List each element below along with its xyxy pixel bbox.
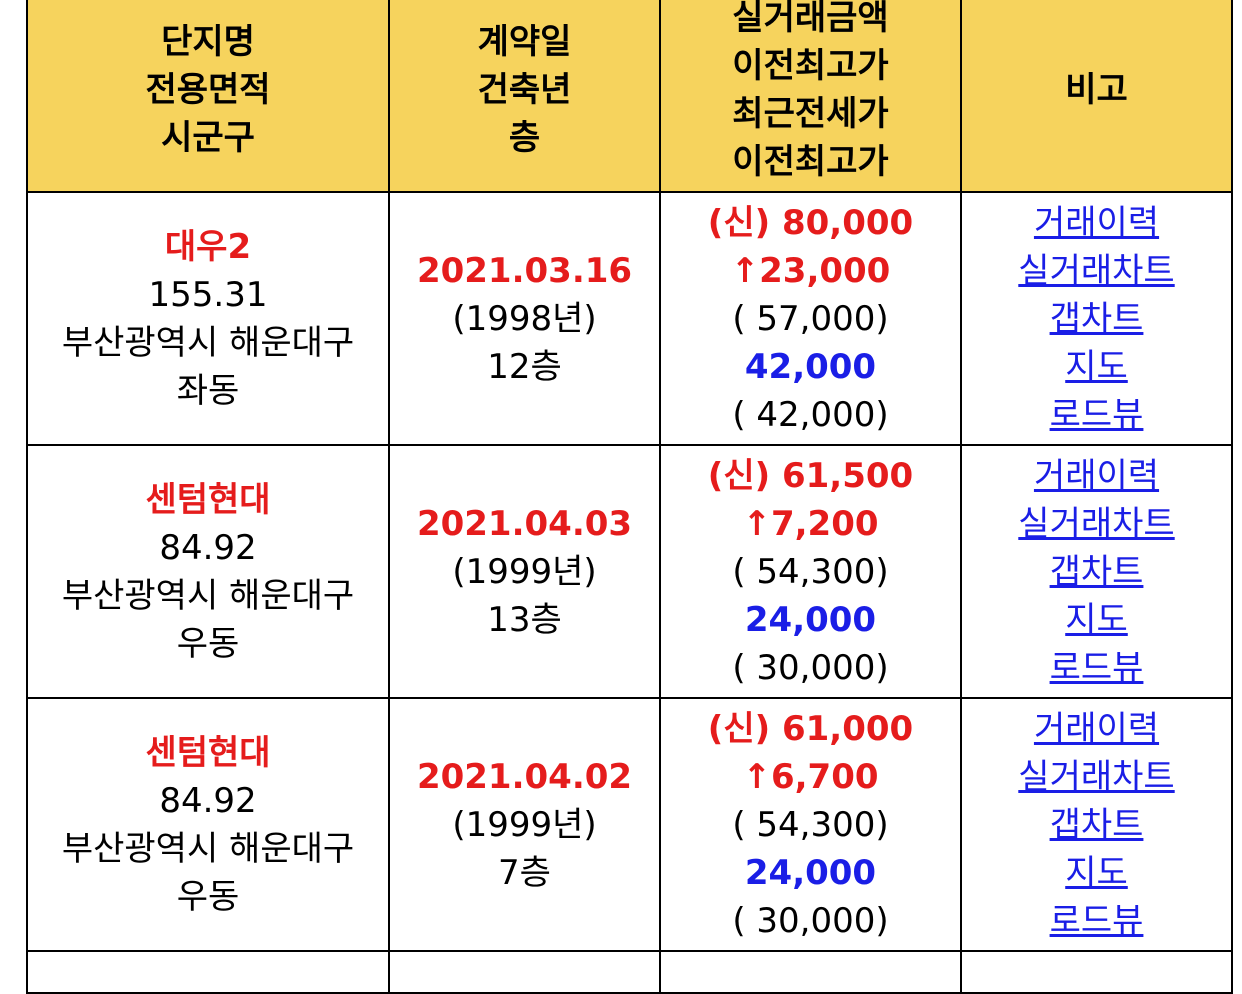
links-cell: 거래이력 실거래차트 갭차트 지도 로드뷰 — [960, 444, 1233, 699]
built-year: (1998년) — [452, 298, 597, 339]
header-label: 전용면적 — [145, 69, 271, 110]
jeonse-price: 42,000 — [744, 346, 877, 387]
table-row: 센텀현대 84.92 부산광역시 해운대구 우동 2021.04.02 (199… — [26, 697, 1233, 952]
dong-value: 우동 — [176, 876, 240, 917]
price-cell: (신) 61,500 ↑7,200 ( 54,300) 24,000 ( 30,… — [659, 444, 962, 699]
floor-value: 13층 — [487, 599, 562, 640]
price-cell: (신) 61,000 ↑6,700 ( 54,300) 24,000 ( 30,… — [659, 697, 962, 952]
city-value: 부산광역시 해운대구 — [61, 575, 355, 616]
header-complex: 단지명 전용면적 시군구 — [26, 0, 390, 193]
complex-cell: 센텀현대 84.92 부산광역시 해운대구 우동 — [26, 444, 390, 699]
table-row: 센텀현대 84.92 부산광역시 해운대구 우동 2021.04.03 (199… — [26, 444, 1233, 699]
roadview-link[interactable]: 로드뷰 — [1049, 900, 1144, 941]
contract-cell: 2021.03.16 (1998년) 12층 — [388, 191, 661, 446]
header-label: 이전최고가 — [732, 141, 889, 182]
previous-high: ( 54,300) — [732, 551, 889, 592]
deal-price: (신) 61,000 — [707, 708, 914, 749]
price-cell: (신) 80,000 ↑23,000 ( 57,000) 42,000 ( 42… — [659, 191, 962, 446]
gap-chart-link[interactable]: 갭차트 — [1049, 298, 1144, 339]
price-cell — [659, 950, 962, 994]
contract-date: 2021.04.02 — [416, 756, 633, 797]
complex-cell — [26, 950, 390, 994]
floor-value: 12층 — [487, 346, 562, 387]
gap-chart-link[interactable]: 갭차트 — [1049, 551, 1144, 592]
previous-high: ( 54,300) — [732, 804, 889, 845]
links-cell: 거래이력 실거래차트 갭차트 지도 로드뷰 — [960, 191, 1233, 446]
header-label: 이전최고가 — [732, 45, 889, 86]
jeonse-price: 24,000 — [744, 599, 877, 640]
price-chart-link[interactable]: 실거래차트 — [1018, 503, 1175, 544]
contract-cell — [388, 950, 661, 994]
trade-history-link[interactable]: 거래이력 — [1033, 202, 1160, 243]
built-year: (1999년) — [452, 551, 597, 592]
city-value: 부산광역시 해운대구 — [61, 322, 355, 363]
complex-name: 센텀현대 — [145, 732, 271, 773]
trade-history-link[interactable]: 거래이력 — [1033, 455, 1160, 496]
header-label: 비고 — [1065, 69, 1128, 110]
header-remarks: 비고 — [960, 0, 1233, 193]
header-label: 건축년 — [477, 69, 572, 110]
header-label: 실거래금액 — [732, 0, 889, 38]
table-row: 대우2 155.31 부산광역시 해운대구 좌동 2021.03.16 (199… — [26, 191, 1233, 446]
map-link[interactable]: 지도 — [1065, 346, 1128, 387]
roadview-link[interactable]: 로드뷰 — [1049, 647, 1144, 688]
complex-name: 대우2 — [164, 226, 252, 267]
contract-date: 2021.04.03 — [416, 503, 633, 544]
price-diff: ↑6,700 — [742, 756, 879, 797]
gap-chart-link[interactable]: 갭차트 — [1049, 804, 1144, 845]
dong-value: 좌동 — [176, 370, 240, 411]
complex-cell: 대우2 155.31 부산광역시 해운대구 좌동 — [26, 191, 390, 446]
deal-price: (신) 80,000 — [707, 202, 914, 243]
dong-value: 우동 — [176, 623, 240, 664]
city-value: 부산광역시 해운대구 — [61, 828, 355, 869]
table-row-partial — [26, 950, 1233, 994]
jeonse-price: 24,000 — [744, 852, 877, 893]
jeonse-previous-high: ( 42,000) — [732, 394, 889, 435]
area-value: 84.92 — [159, 780, 257, 821]
contract-cell: 2021.04.02 (1999년) 7층 — [388, 697, 661, 952]
complex-cell: 센텀현대 84.92 부산광역시 해운대구 우동 — [26, 697, 390, 952]
price-chart-link[interactable]: 실거래차트 — [1018, 250, 1175, 291]
map-link[interactable]: 지도 — [1065, 852, 1128, 893]
contract-date: 2021.03.16 — [416, 250, 633, 291]
header-row: 단지명 전용면적 시군구 계약일 건축년 층 실거래금액 이전최고가 최근전세가… — [26, 0, 1233, 193]
jeonse-previous-high: ( 30,000) — [732, 647, 889, 688]
jeonse-previous-high: ( 30,000) — [732, 900, 889, 941]
deal-price: (신) 61,500 — [707, 455, 914, 496]
header-label: 시군구 — [161, 117, 255, 158]
header-label: 최근전세가 — [732, 93, 889, 134]
header-label: 단지명 — [161, 21, 255, 62]
header-price: 실거래금액 이전최고가 최근전세가 이전최고가 — [659, 0, 962, 193]
complex-name: 센텀현대 — [145, 479, 271, 520]
contract-cell: 2021.04.03 (1999년) 13층 — [388, 444, 661, 699]
links-cell — [960, 950, 1233, 994]
header-label: 층 — [508, 117, 541, 158]
previous-high: ( 57,000) — [732, 298, 889, 339]
area-value: 84.92 — [159, 527, 257, 568]
header-label: 계약일 — [477, 21, 572, 62]
trade-history-link[interactable]: 거래이력 — [1033, 708, 1160, 749]
price-chart-link[interactable]: 실거래차트 — [1018, 756, 1175, 797]
header-contract: 계약일 건축년 층 — [388, 0, 661, 193]
floor-value: 7층 — [498, 852, 551, 893]
links-cell: 거래이력 실거래차트 갭차트 지도 로드뷰 — [960, 697, 1233, 952]
price-diff: ↑7,200 — [742, 503, 879, 544]
area-value: 155.31 — [148, 274, 268, 315]
built-year: (1999년) — [452, 804, 597, 845]
transaction-table: 단지명 전용면적 시군구 계약일 건축년 층 실거래금액 이전최고가 최근전세가… — [26, 0, 1233, 994]
roadview-link[interactable]: 로드뷰 — [1049, 394, 1144, 435]
map-link[interactable]: 지도 — [1065, 599, 1128, 640]
price-diff: ↑23,000 — [730, 250, 891, 291]
